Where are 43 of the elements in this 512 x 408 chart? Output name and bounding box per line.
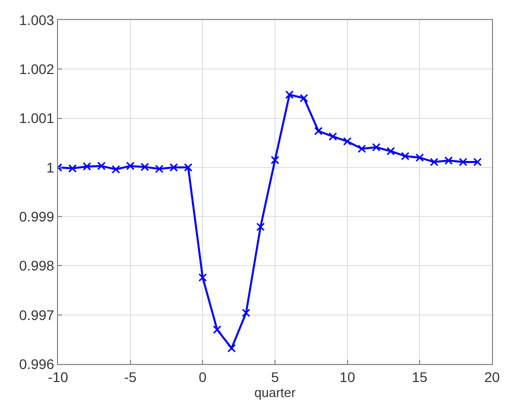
y-tick-label: 0.999 <box>19 208 54 224</box>
point <box>169 163 178 172</box>
point <box>415 153 424 162</box>
point <box>242 308 250 318</box>
point <box>444 156 453 165</box>
y-tick-label: 1 <box>46 159 54 176</box>
x-tick-label: 15 <box>412 368 428 385</box>
point <box>358 144 366 153</box>
y-tick-label: 0.998 <box>19 258 54 274</box>
point <box>473 158 482 166</box>
point <box>68 164 77 173</box>
point <box>372 143 381 152</box>
point <box>430 158 438 166</box>
point <box>112 165 120 174</box>
x-tick-label: 10 <box>340 368 356 385</box>
x-tick-label: 20 <box>484 368 500 385</box>
point <box>328 132 338 141</box>
point <box>270 156 280 164</box>
point <box>400 152 410 160</box>
point <box>212 325 222 334</box>
x-tick-label: -5 <box>124 368 137 385</box>
point <box>386 146 395 156</box>
point <box>256 222 265 232</box>
point <box>126 162 135 170</box>
point <box>300 94 308 102</box>
point <box>458 158 468 166</box>
y-tick-label: 1.002 <box>19 61 54 78</box>
point <box>184 163 192 172</box>
point <box>343 137 352 146</box>
point <box>285 90 294 99</box>
point <box>97 162 106 170</box>
point <box>82 162 92 171</box>
point <box>140 162 150 172</box>
point <box>227 344 236 353</box>
point <box>198 273 207 282</box>
x-tick-label: 0 <box>198 368 207 385</box>
x-tick-label: 5 <box>271 368 280 385</box>
y-tick-label: 1.001 <box>19 110 54 126</box>
point <box>314 126 323 136</box>
x-axis-title: quarter <box>254 384 296 400</box>
point <box>155 164 164 174</box>
y-tick-label: 0.997 <box>19 306 54 323</box>
y-tick-label: 1.003 <box>19 12 54 28</box>
